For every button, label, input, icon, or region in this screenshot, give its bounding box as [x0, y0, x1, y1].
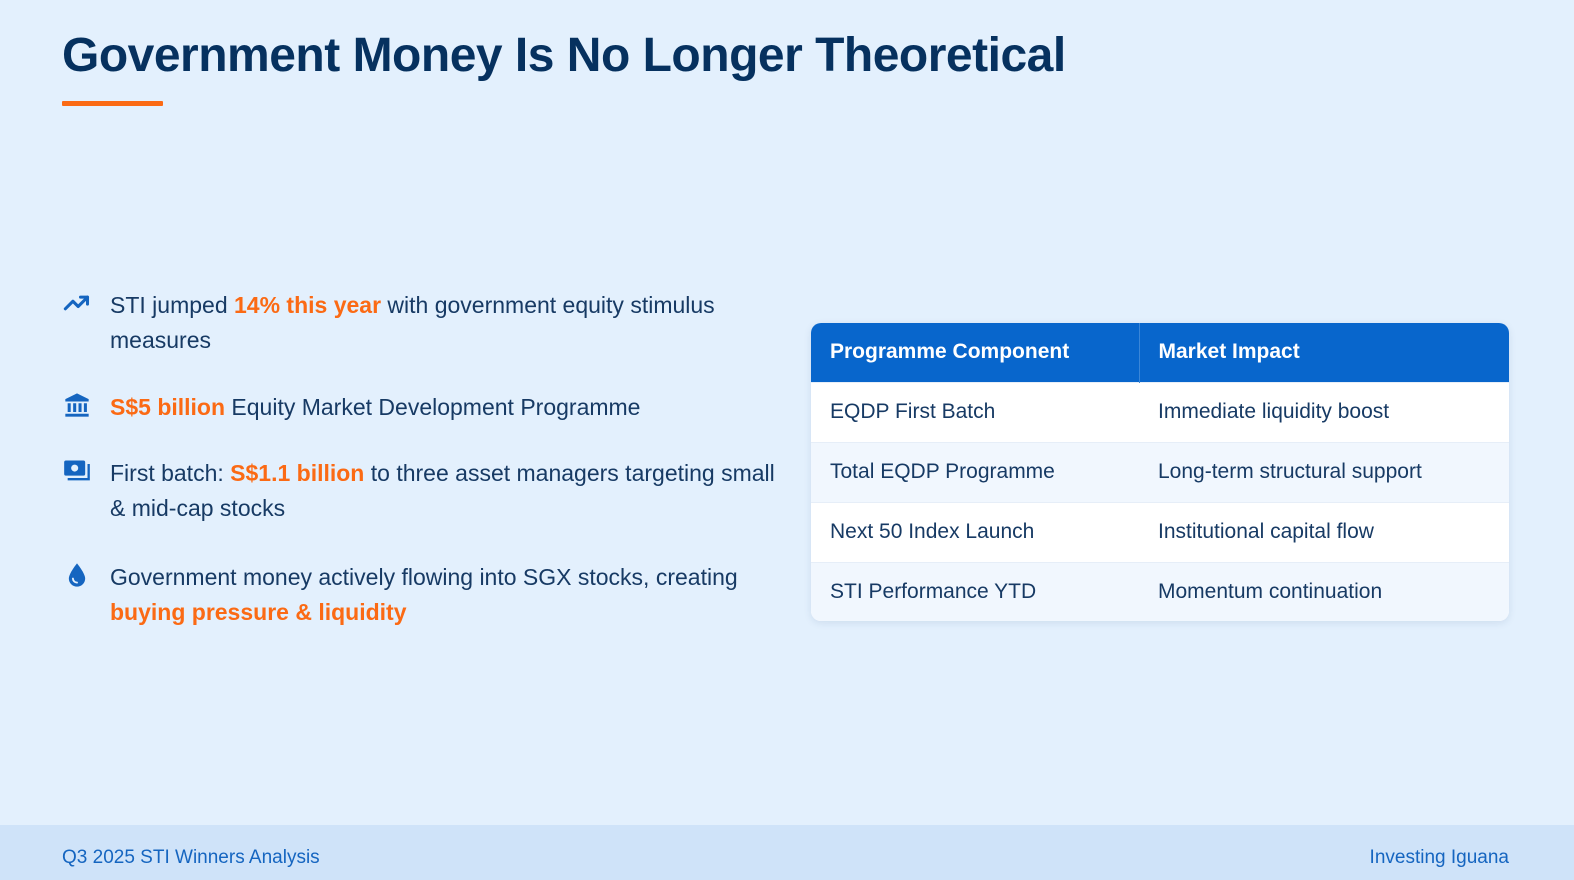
programme-table-card: Programme Component Market Impact EQDP F…: [811, 323, 1509, 621]
title-underline: [62, 101, 163, 106]
bullet-text: First batch: S$1.1 billion to three asse…: [110, 456, 782, 526]
table-row: EQDP First Batch Immediate liquidity boo…: [811, 381, 1509, 442]
bullet-item: S$5 billion Equity Market Development Pr…: [62, 390, 640, 425]
bullet-highlight: S$1.1 billion: [230, 460, 365, 486]
table-cell: Immediate liquidity boost: [1139, 381, 1509, 442]
table-cell: EQDP First Batch: [811, 381, 1139, 442]
table-cell: STI Performance YTD: [811, 561, 1139, 621]
bullet-text-after: with government equity stimulus measures: [110, 292, 715, 353]
table-header-row: Programme Component Market Impact: [811, 323, 1509, 382]
bullet-highlight: buying pressure & liquidity: [110, 599, 407, 625]
bullet-text-after: Equity Market Development Programme: [225, 394, 641, 420]
column-header-impact: Market Impact: [1139, 323, 1509, 382]
bank-icon: [62, 390, 92, 420]
bullet-text-after: to three asset managers targeting small …: [110, 460, 775, 521]
bullet-text: STI jumped 14% this year with government…: [110, 288, 782, 358]
bullet-text: Government money actively flowing into S…: [110, 560, 782, 630]
page-title: Government Money Is No Longer Theoretica…: [62, 29, 1066, 82]
table-cell: Momentum continuation: [1139, 561, 1509, 621]
bullet-text: S$5 billion Equity Market Development Pr…: [110, 390, 640, 425]
bullet-highlight: S$5 billion: [110, 394, 226, 420]
droplet-icon: [62, 560, 92, 590]
column-header-component: Programme Component: [811, 323, 1140, 382]
bullet-text-before: Government money actively flowing into S…: [110, 564, 738, 590]
table-row: Next 50 Index Launch Institutional capit…: [811, 501, 1509, 562]
bullet-item: STI jumped 14% this year with government…: [62, 288, 782, 358]
footer-brand: Investing Iguana: [1369, 847, 1509, 868]
table-cell: Next 50 Index Launch: [811, 501, 1139, 562]
table-cell: Total EQDP Programme: [811, 441, 1139, 502]
footer-report-title: Q3 2025 STI Winners Analysis: [62, 847, 320, 868]
table-row: Total EQDP Programme Long-term structura…: [811, 441, 1509, 502]
bullet-text-before: First batch:: [110, 460, 231, 486]
trending-up-icon: [62, 288, 92, 318]
bullet-highlight: 14% this year: [234, 292, 382, 318]
programme-table: Programme Component Market Impact EQDP F…: [811, 323, 1509, 621]
footer-bar: Q3 2025 STI Winners Analysis Investing I…: [0, 825, 1574, 880]
bullet-item: First batch: S$1.1 billion to three asse…: [62, 456, 782, 526]
money-icon: [62, 456, 92, 486]
bullet-text-before: STI jumped: [110, 292, 234, 318]
table-cell: Institutional capital flow: [1139, 501, 1509, 562]
bullet-item: Government money actively flowing into S…: [62, 560, 782, 630]
table-row: STI Performance YTD Momentum continuatio…: [811, 561, 1509, 621]
table-cell: Long-term structural support: [1139, 441, 1509, 502]
